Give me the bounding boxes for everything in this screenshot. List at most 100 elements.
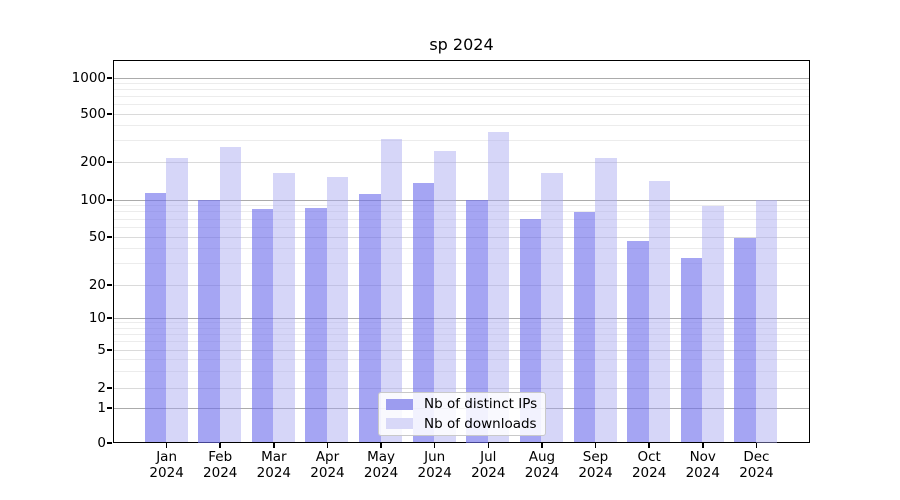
gridline-8 [114,327,809,329]
gridline-10 [114,317,809,319]
x-axis-tick-mark [702,443,704,448]
legend-label: Nb of downloads [424,415,537,432]
x-axis-tick-label-aug: Aug 2024 [524,449,560,481]
y-axis-tick-mark [107,349,112,351]
bar-nb-of-downloads-may [380,138,403,443]
gridline-300 [114,140,809,142]
bar-nb-of-downloads-feb [219,146,242,443]
x-axis-tick-mark [594,443,597,448]
gridline-2 [114,387,809,389]
gridline-9 [114,322,809,324]
bar-nb-of-distinct-ips-apr [305,207,327,443]
bar-nb-of-downloads-jun [434,150,456,443]
y-axis-tick-mark [107,113,112,115]
x-axis-tick-label-oct: Oct 2024 [631,449,667,481]
x-axis-tick-label-jul: Jul 2024 [471,449,506,481]
x-axis-tick-label-dec: Dec 2024 [739,449,774,481]
gridline-90 [114,205,809,207]
x-axis-tick-mark [380,443,382,448]
bar-nb-of-distinct-ips-jan [144,192,167,443]
bar-nb-of-downloads-nov [702,205,724,443]
bar-nb-of-distinct-ips-nov [680,258,703,443]
x-axis-tick-mark [326,443,329,448]
bar-nb-of-downloads-jul [487,131,510,443]
y-axis-tick-label-0: 0 [97,435,106,451]
y-axis-tick-label-100: 100 [80,192,106,208]
bar-nb-of-downloads-jan [166,157,188,443]
y-axis-tick-label-10: 10 [88,310,106,326]
x-axis-tick-label-mar: Mar 2024 [256,449,292,481]
bar-nb-of-downloads-oct [648,181,671,443]
bar-nb-of-downloads-dec [755,199,778,443]
gridline-800 [114,89,809,91]
gridline-30 [114,263,809,265]
x-axis-tick-label-jan: Jan 2024 [149,449,184,481]
gridline-20 [114,284,809,286]
gridline-50 [114,236,809,238]
y-axis-tick-label-20: 20 [88,277,106,293]
bar-nb-of-downloads-apr [326,176,349,443]
bar-nb-of-downloads-sep [595,158,617,443]
y-axis-tick-mark [107,161,112,163]
x-axis-tick-mark [273,443,275,448]
gridline-70 [114,218,809,220]
x-axis-tick-mark [541,443,543,448]
gridline-200 [114,161,809,163]
bar-nb-of-distinct-ips-may [359,193,381,443]
gridline-100 [114,199,809,201]
y-axis-tick-label-1: 1 [97,400,106,416]
bar-nb-of-distinct-ips-jun [412,182,435,443]
chart-title: sp 2024 [429,35,494,54]
y-axis-tick-label-500: 500 [80,106,106,122]
bar-nb-of-downloads-mar [273,172,295,443]
gridline-5 [114,349,809,351]
x-axis-tick-label-may: May 2024 [363,449,399,481]
y-axis-tick-mark [107,317,112,319]
downloads-swatch-icon [386,418,413,430]
y-axis-tick-mark [107,77,112,79]
x-axis-tick-label-feb: Feb 2024 [203,449,238,481]
gridline-700 [114,96,809,98]
y-axis-tick-label-5: 5 [97,342,106,358]
bar-nb-of-distinct-ips-oct [627,240,649,443]
gridline-400 [114,125,809,127]
y-axis-tick-mark [107,442,112,444]
y-axis-tick-label-1000: 1000 [71,70,106,86]
x-axis-tick-mark [433,443,436,448]
y-axis-tick-label-50: 50 [88,229,106,245]
y-axis-tick-label-200: 200 [80,154,106,170]
x-axis-tick-mark [755,443,758,448]
plot-area [113,60,810,443]
gridline-80 [114,211,809,213]
gridline-1000 [114,77,809,79]
x-axis-tick-mark [648,443,650,448]
legend-item-downloads: Nb of downloads [386,416,545,432]
x-axis-tick-mark [487,443,490,448]
x-axis-tick-label-jun: Jun 2024 [417,449,452,481]
bar-nb-of-distinct-ips-mar [251,208,274,443]
y-axis-tick-mark [107,284,112,286]
bar-nb-of-distinct-ips-dec [734,237,756,443]
y-axis-tick-mark [107,199,112,201]
gridline-7 [114,333,809,335]
bar-nb-of-distinct-ips-jul [466,199,488,443]
chart-legend: Nb of distinct IPs Nb of downloads [378,392,546,436]
bar-nb-of-distinct-ips-sep [573,212,596,443]
bar-nb-of-distinct-ips-feb [198,199,220,443]
bar-nb-of-distinct-ips-aug [519,219,542,443]
y-axis-tick-label-2: 2 [97,380,106,396]
y-axis-tick-mark [107,387,112,389]
x-axis-tick-mark [219,443,221,448]
x-axis-tick-mark [165,443,168,448]
gridline-900 [114,82,809,84]
distinct-ips-swatch-icon [386,398,413,410]
legend-item-distinct-ips: Nb of distinct IPs [386,396,545,412]
gridline-500 [114,113,809,115]
gridline-4 [114,358,809,360]
gridline-40 [114,248,809,250]
gridline-600 [114,104,809,106]
bar-nb-of-downloads-aug [541,173,563,443]
legend-label: Nb of distinct IPs [424,396,538,413]
x-axis-tick-label-nov: Nov 2024 [685,449,720,481]
x-axis-tick-label-sep: Sep 2024 [578,449,613,481]
